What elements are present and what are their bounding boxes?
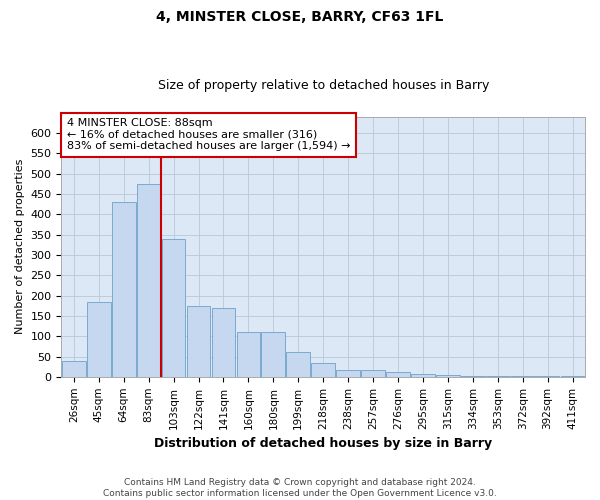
Bar — [536, 376, 559, 377]
Text: 4 MINSTER CLOSE: 88sqm
← 16% of detached houses are smaller (316)
83% of semi-de: 4 MINSTER CLOSE: 88sqm ← 16% of detached… — [67, 118, 350, 152]
Title: Size of property relative to detached houses in Barry: Size of property relative to detached ho… — [158, 79, 489, 92]
Bar — [511, 376, 535, 377]
Bar — [87, 302, 110, 377]
Bar — [411, 374, 435, 377]
Bar — [361, 370, 385, 377]
Bar — [137, 184, 161, 377]
Bar — [286, 352, 310, 377]
Bar — [436, 375, 460, 377]
Bar — [187, 306, 211, 377]
Bar — [112, 202, 136, 377]
Bar — [336, 370, 360, 377]
Bar — [212, 308, 235, 377]
Bar — [262, 332, 285, 377]
Bar — [486, 376, 509, 377]
Bar — [236, 332, 260, 377]
X-axis label: Distribution of detached houses by size in Barry: Distribution of detached houses by size … — [154, 437, 492, 450]
Bar — [311, 362, 335, 377]
Text: Contains HM Land Registry data © Crown copyright and database right 2024.
Contai: Contains HM Land Registry data © Crown c… — [103, 478, 497, 498]
Text: 4, MINSTER CLOSE, BARRY, CF63 1FL: 4, MINSTER CLOSE, BARRY, CF63 1FL — [157, 10, 443, 24]
Y-axis label: Number of detached properties: Number of detached properties — [15, 159, 25, 334]
Bar — [560, 376, 584, 377]
Bar — [62, 360, 86, 377]
Bar — [461, 376, 485, 377]
Bar — [162, 238, 185, 377]
Bar — [386, 372, 410, 377]
